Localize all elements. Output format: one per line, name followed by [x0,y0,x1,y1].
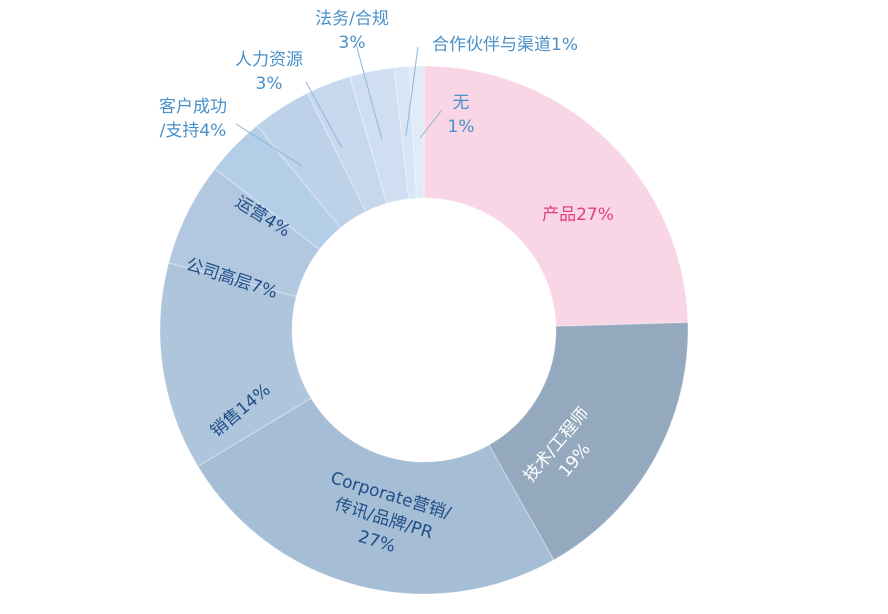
slice-label-line: 法务/合规 [315,9,389,29]
leader-line-7 [235,123,303,167]
slice-label-1: 产品27% [542,205,614,225]
slice-label-line: 合作伙伴与渠道1% [432,35,578,55]
slice-1 [423,65,689,327]
slice-2 [488,321,689,561]
slice-label-line: /支持4% [160,121,227,141]
slice-label-line: 3% [339,33,366,53]
slices [159,65,689,595]
leader-line-9 [355,43,383,141]
slice-label-10: 合作伙伴与渠道1% [432,35,578,55]
slice-label-line: 1% [448,117,475,137]
leader-lines [235,43,443,167]
slice-8 [306,76,388,213]
leader-line-11 [419,109,443,139]
slice-label-7: 客户成功/支持4% [159,97,227,141]
slice-label-8: 人力资源 3% [235,50,303,94]
slice-3 [197,397,555,595]
slice-label-line: 3% [256,74,283,94]
leader-line-8 [305,81,343,149]
slice-label-line: 无 [453,93,470,113]
leader-line-10 [405,46,419,137]
slice-6 [214,124,342,251]
slice-10 [393,65,417,200]
slice-11 [408,65,425,199]
slice-label-9: 法务/合规 3% [315,9,389,53]
slice-label-line: 客户成功 [159,97,227,117]
slice-label-line: 产品27% [542,205,614,225]
slice-label-11: 无 1% [448,93,475,137]
slice-label-line: 人力资源 [235,50,303,70]
slice-4 [159,262,312,468]
